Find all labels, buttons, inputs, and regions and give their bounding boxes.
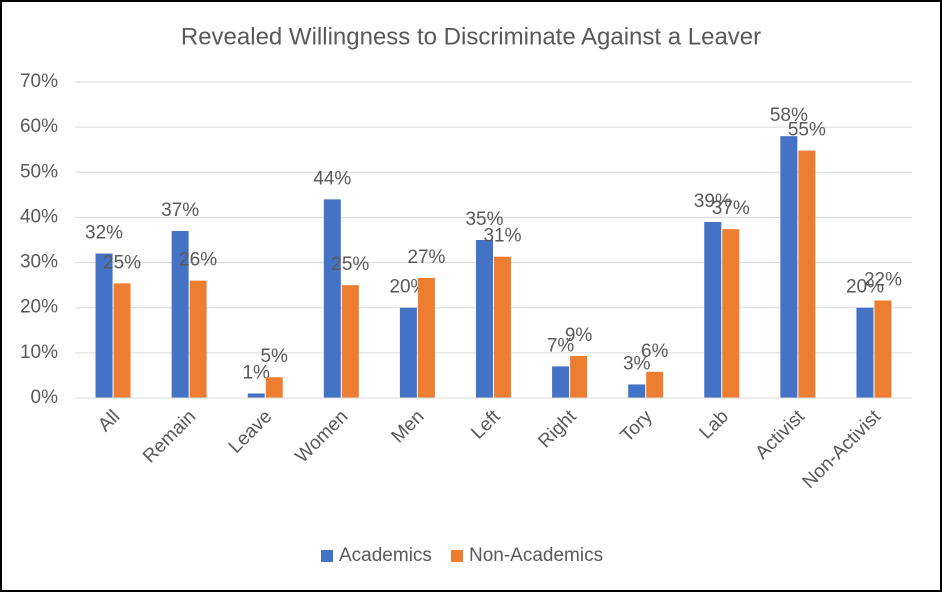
bar (189, 280, 207, 398)
bar (247, 393, 265, 398)
value-label: 27% (407, 247, 445, 268)
y-tick-label: 50% (20, 161, 58, 182)
bar (265, 377, 283, 398)
y-tick-label: 20% (20, 297, 58, 318)
bar (171, 230, 189, 398)
legend-marker (451, 550, 463, 562)
bar (646, 371, 664, 398)
bar (323, 199, 341, 398)
y-tick-label: 0% (31, 387, 59, 408)
value-label: 25% (331, 254, 369, 275)
y-tick-label: 30% (20, 252, 58, 273)
value-label: 6% (641, 341, 669, 362)
y-tick-label: 70% (20, 71, 58, 92)
bar (95, 253, 113, 398)
value-label: 31% (483, 226, 521, 247)
y-tick-label: 40% (20, 206, 58, 227)
bar (780, 136, 798, 398)
bar (113, 283, 131, 398)
value-label: 20% (846, 277, 884, 298)
bar (476, 240, 493, 398)
bar (856, 307, 874, 398)
bar (874, 300, 892, 398)
value-label: 32% (85, 223, 123, 244)
bar (552, 366, 570, 398)
value-label: 5% (260, 346, 288, 367)
value-label: 58% (770, 105, 808, 126)
bar (570, 356, 588, 398)
value-label: 39% (694, 191, 732, 212)
legend-marker (321, 550, 333, 562)
value-label: 7% (547, 335, 575, 356)
value-label: 37% (712, 198, 750, 219)
value-label: 9% (565, 325, 593, 346)
bar (341, 285, 359, 398)
y-tick-label: 60% (20, 116, 58, 137)
y-tick-label: 10% (20, 342, 58, 363)
chart-title: Revealed Willingness to Discriminate Aga… (181, 23, 761, 50)
legend-label: Academics (339, 545, 432, 566)
legend-label: Non-Academics (469, 545, 603, 566)
value-label: 1% (242, 363, 270, 384)
value-label: 3% (623, 353, 651, 374)
bar (628, 384, 646, 398)
bar (704, 221, 722, 398)
bar (798, 150, 816, 398)
bar (399, 307, 417, 398)
bar (494, 256, 511, 398)
value-label: 25% (103, 252, 141, 273)
value-label: 37% (161, 200, 199, 221)
value-label: 26% (179, 250, 217, 271)
value-label: 22% (864, 270, 902, 291)
value-label: 55% (788, 120, 826, 141)
bar (417, 277, 435, 398)
value-label: 35% (465, 209, 503, 230)
bar (722, 229, 740, 398)
value-label: 44% (313, 168, 351, 189)
